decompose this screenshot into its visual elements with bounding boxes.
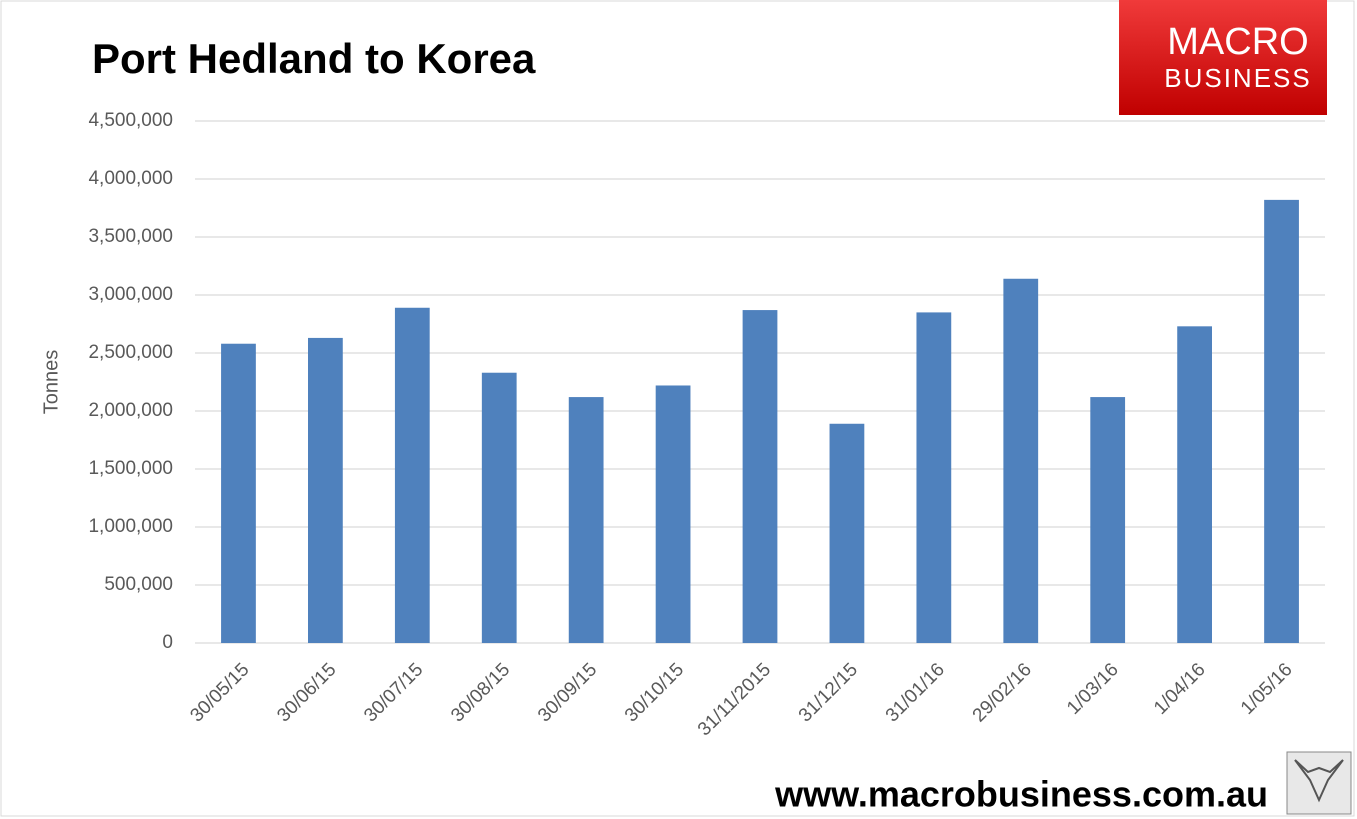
y-tick-label: 2,000,000 [88,400,173,421]
y-tick-label: 1,500,000 [88,458,173,479]
bar [221,343,256,643]
y-tick-label: 2,500,000 [88,342,173,363]
logo-top: MACRO [1167,21,1308,63]
y-axis-label: Tonnes [40,350,62,415]
bar [916,312,952,643]
logo-box [1119,0,1327,115]
y-tick-label: 3,000,000 [88,284,173,305]
y-tick-label: 4,000,000 [88,168,173,189]
bar [1177,326,1212,643]
bar [655,385,691,643]
bar [308,337,343,643]
logo-bottom: BUSINESS [1164,63,1312,93]
bar [1090,397,1126,643]
bar [742,310,778,643]
y-tick-label: 4,500,000 [88,110,173,131]
y-tick-label: 500,000 [104,574,173,595]
bar [568,397,604,643]
fox-drawing [1294,759,1344,803]
bar [481,372,517,643]
bar [1264,199,1299,643]
y-tick-label: 0 [162,632,173,653]
bar [829,423,865,643]
chart-title: Port Hedland to Korea [92,35,536,82]
bar [1003,278,1039,643]
bar [394,307,430,643]
website: www.macrobusiness.com.au [774,774,1268,815]
y-tick-label: 3,500,000 [88,226,173,247]
y-tick-label: 1,000,000 [88,516,173,537]
